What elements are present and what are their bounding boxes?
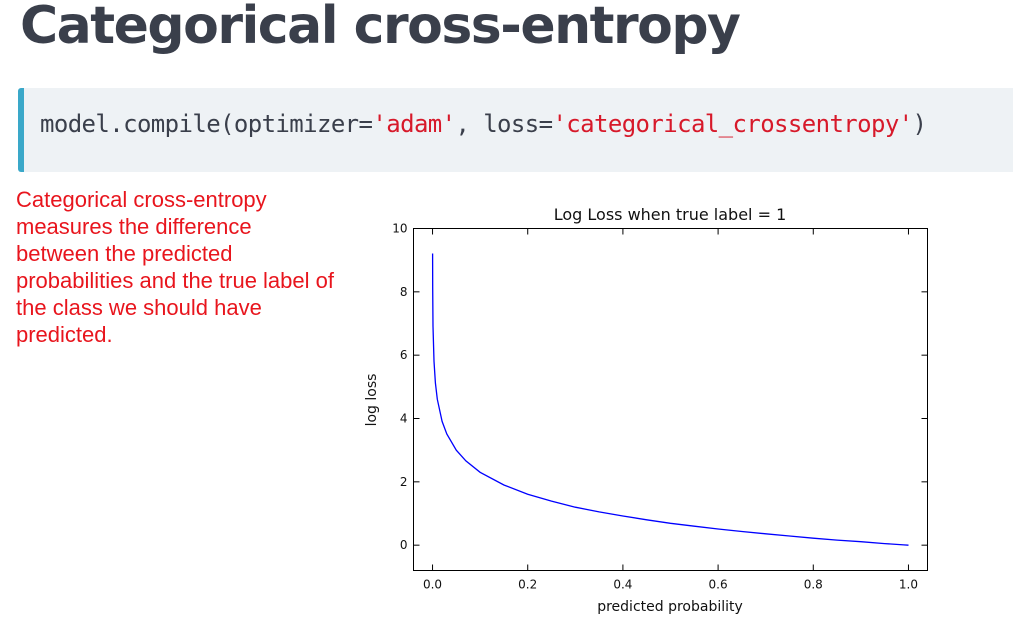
x-tick-label: 0.6 bbox=[709, 578, 728, 592]
y-tick-label: 6 bbox=[400, 348, 408, 362]
y-tick-label: 10 bbox=[392, 222, 407, 236]
x-tick-label: 1.0 bbox=[899, 578, 918, 592]
axis-ticks: 0.0 0.2 0.4 0.6 0.8 1.0 0 2 4 6 8 10 bbox=[392, 222, 928, 592]
code-loss-string: 'categorical_crossentropy' bbox=[552, 110, 913, 138]
plot-frame bbox=[413, 228, 928, 571]
chart-title: Log Loss when true label = 1 bbox=[554, 205, 787, 224]
slide-title: Categorical cross-entropy bbox=[20, 0, 741, 56]
plot-area bbox=[431, 253, 909, 546]
y-tick-label: 2 bbox=[400, 475, 408, 489]
code-line: model.compile(optimizer='adam', loss='ca… bbox=[40, 110, 927, 138]
x-axis-label: predicted probability bbox=[597, 599, 743, 615]
y-tick-label: 0 bbox=[400, 538, 408, 552]
code-optimizer-string: 'adam' bbox=[372, 110, 456, 138]
code-suffix: ) bbox=[912, 110, 927, 138]
x-tick-label: 0.2 bbox=[518, 578, 537, 592]
y-tick-label: 8 bbox=[400, 285, 408, 299]
y-axis-label: log loss bbox=[364, 374, 380, 427]
x-tick-label: 0.8 bbox=[804, 578, 823, 592]
code-prefix: model.compile(optimizer= bbox=[40, 110, 373, 138]
log-loss-line bbox=[431, 253, 909, 546]
x-tick-label: 0.4 bbox=[613, 578, 632, 592]
y-tick-label: 4 bbox=[400, 412, 408, 426]
x-tick-label: 0.0 bbox=[423, 578, 442, 592]
code-block: model.compile(optimizer='adam', loss='ca… bbox=[18, 88, 1013, 172]
code-middle: , loss= bbox=[455, 110, 554, 138]
description-text: Categorical cross-entropy measures the d… bbox=[16, 187, 334, 347]
